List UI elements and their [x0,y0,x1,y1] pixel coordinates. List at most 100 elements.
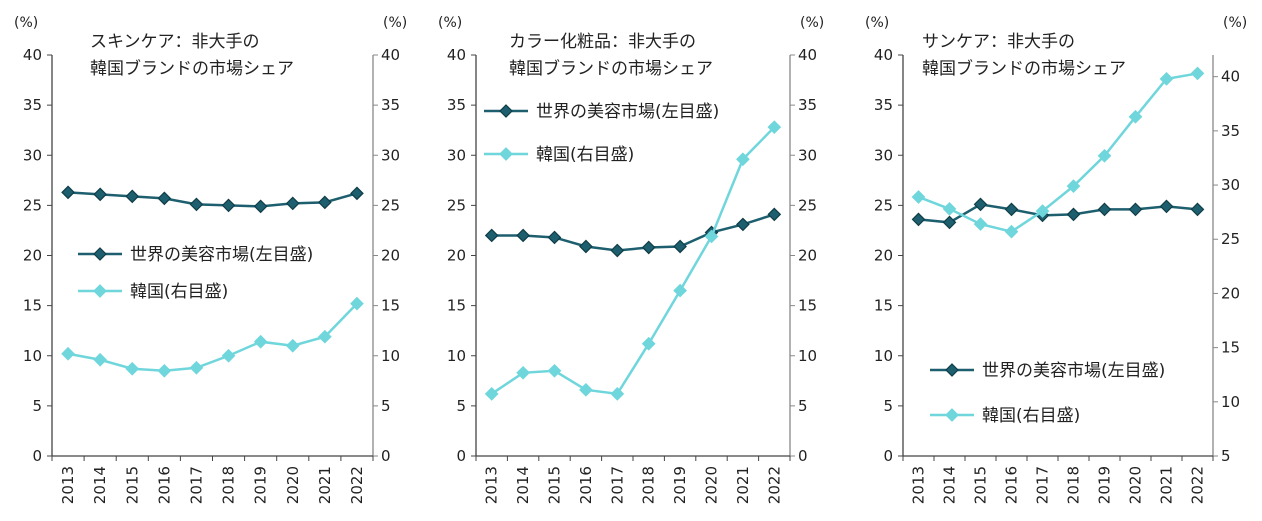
right-tick-label: 5 [1221,447,1231,465]
left-tick-label: 40 [874,46,893,64]
data-point-korea [516,365,530,380]
x-tick-label: 2015 [123,466,141,504]
data-point-korea [911,190,926,204]
legend-swatch-marker [499,104,513,118]
x-tick-label: 2022 [1189,466,1207,504]
data-point-world [1159,199,1174,214]
left-tick-label: 25 [23,196,42,214]
legend-label: 韓国(右目盛) [536,145,634,165]
legend-label: 韓国(右目盛) [982,406,1080,426]
x-tick-label: 2016 [1003,466,1021,504]
left-tick-label: 20 [447,247,466,265]
left-tick-label: 15 [874,297,893,315]
data-point-world [547,230,562,245]
data-point-world [350,186,364,201]
left-tick-label: 30 [23,146,42,164]
x-tick-label: 2015 [972,466,990,504]
right-tick-label: 30 [798,146,817,164]
right-tick-label: 0 [381,447,391,465]
data-point-korea [641,336,656,351]
data-point-korea [157,363,172,378]
right-tick-label: 15 [381,297,400,315]
data-point-korea [318,329,332,344]
left-tick-label: 0 [883,447,893,465]
left-tick-label: 5 [32,397,42,415]
right-tick-label: 15 [798,297,817,315]
right-tick-label: 25 [798,196,817,214]
data-point-world [973,197,988,212]
data-point-korea [1128,109,1143,124]
series-line-korea [918,72,1198,234]
left-tick-label: 30 [447,146,466,164]
data-point-world [484,228,499,243]
chart-title-line: カラー化粧品：非大手の [509,32,696,52]
data-point-korea [579,382,593,397]
series-line-world [491,213,775,252]
left-tick-label: 25 [874,196,893,214]
legend-swatch-marker [945,408,959,422]
data-point-world [911,212,926,227]
x-tick-label: 2014 [91,466,109,504]
x-tick-label: 2017 [608,466,626,504]
right-tick-label: 5 [381,397,391,415]
x-tick-label: 2022 [348,466,366,504]
right-tick-label: 35 [798,96,817,114]
left-tick-label: 10 [23,347,42,365]
right-tick-label: 25 [381,196,400,214]
x-tick-label: 2020 [284,466,302,504]
right-tick-label: 10 [798,347,817,365]
x-tick-label: 2019 [1096,466,1114,504]
data-point-world [736,217,750,232]
data-point-world [610,243,625,258]
x-tick-label: 2016 [577,466,595,504]
chart-title-line: 韓国ブランドの市場シェア [922,58,1126,79]
right-tick-label: 15 [1221,339,1240,357]
right-tick-label: 40 [381,46,400,64]
data-point-world [253,199,268,214]
left-tick-label: 10 [447,347,466,365]
x-tick-label: 2019 [671,466,689,504]
data-point-world [579,239,593,254]
left-tick-label: 25 [447,196,466,214]
legend-swatch-marker [945,363,959,377]
data-point-world [942,215,957,230]
data-point-korea [350,296,364,311]
data-point-korea [125,361,140,376]
left-tick-label: 35 [874,96,893,114]
x-tick-label: 2013 [483,466,501,504]
legend-label: 韓国(右目盛) [130,282,228,302]
x-tick-label: 2021 [734,466,752,504]
left-axis-unit: (%) [14,15,38,31]
right-axis-unit: (%) [383,15,407,31]
right-tick-label: 40 [798,46,817,64]
data-point-korea [547,363,562,378]
data-point-korea [93,352,107,367]
left-tick-label: 35 [447,96,466,114]
x-tick-label: 2018 [220,466,238,504]
data-point-world [516,228,530,243]
chart-panel-2: 0 5 10 15 20 25 30 35 40 0 5 10 15 20 25 30 35 40 (%) (%) 20… [438,15,824,504]
x-tick-label: 2017 [187,466,205,504]
left-tick-label: 10 [874,347,893,365]
chart-title-line: 韓国ブランドの市場シェア [509,58,713,79]
left-axis-unit: (%) [438,15,462,31]
data-point-world [221,198,236,213]
chart-title-line: サンケア：非大手の [922,32,1075,52]
left-tick-label: 20 [874,247,893,265]
data-point-world [1004,202,1019,217]
data-point-korea [973,217,988,231]
left-tick-label: 5 [883,397,893,415]
right-tick-label: 35 [381,96,400,114]
data-point-world [1190,202,1205,217]
left-tick-label: 20 [23,247,42,265]
chart-title-line: 韓国ブランドの市場シェア [90,58,294,79]
left-tick-label: 0 [32,447,42,465]
x-tick-label: 2017 [1034,466,1052,504]
data-point-korea [221,348,236,363]
data-point-korea [1035,204,1050,218]
x-tick-label: 2020 [1127,466,1145,504]
left-tick-label: 15 [447,297,466,315]
x-tick-label: 2021 [316,466,334,504]
right-axis-unit: (%) [800,15,824,31]
legend-swatch-marker [93,284,107,298]
